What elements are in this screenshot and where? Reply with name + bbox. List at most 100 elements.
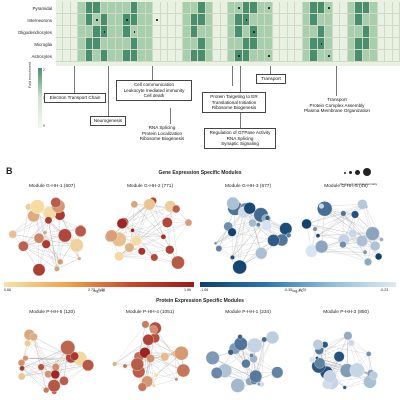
connector-line — [108, 66, 109, 116]
annotation-text: Cell death — [143, 93, 165, 99]
heatmap-cell — [108, 2, 116, 14]
degree-dot-small — [344, 172, 346, 174]
heatmap-cell — [138, 26, 146, 38]
network-node — [176, 363, 190, 378]
heatmap-cell — [280, 2, 288, 14]
network-edge — [156, 353, 176, 376]
network-edge — [21, 220, 49, 246]
heatmap-cell — [70, 38, 79, 50]
heatmap-cell — [392, 14, 400, 26]
heatmap-cell — [265, 14, 273, 26]
network-edge — [232, 228, 286, 258]
heatmap-cell — [123, 38, 131, 50]
network-node — [364, 258, 372, 266]
network-edge — [33, 336, 56, 375]
heatmap-cell — [310, 2, 318, 14]
network-edge — [255, 337, 273, 377]
significance-dot — [103, 31, 106, 33]
network-node — [227, 227, 237, 237]
scale-min-g-hh-5: -0.70 — [298, 288, 307, 292]
heatmap-cell — [190, 14, 199, 26]
significance-dot — [238, 55, 240, 57]
heatmap-cell — [370, 38, 378, 50]
significance-dot — [268, 7, 270, 9]
annotation-transport: Transport — [256, 74, 286, 84]
network-node — [213, 241, 218, 245]
heatmap-cell — [160, 50, 169, 62]
network-edge — [21, 362, 55, 386]
network-edge — [240, 343, 278, 373]
heatmap-cell — [355, 26, 363, 38]
heatmap-cell — [153, 50, 161, 62]
heatmap-cell — [332, 50, 341, 62]
heatmap-cell — [220, 14, 228, 26]
heatmap-cell — [108, 26, 116, 38]
heatmap-cell — [168, 50, 176, 62]
network-edge — [232, 224, 259, 258]
module-title-p-hh-1: Module P-HH-1 (234) — [225, 310, 271, 315]
heatmap-cell — [160, 38, 169, 50]
network-node — [265, 331, 279, 345]
heatmap-cell — [198, 38, 206, 50]
heatmap-cell — [310, 38, 318, 50]
panel-a-heatmap: Pyramidal Interneurons Oligodendrocytes … — [0, 0, 400, 166]
heatmap-cell — [213, 26, 221, 38]
network-edge — [111, 206, 171, 236]
heatmap-cell — [280, 26, 288, 38]
network-node — [116, 218, 128, 229]
scale-bar-warm: 0.66 2.73 0.38 1.96 log₂FC — [4, 282, 194, 293]
annotation-text: Transport — [327, 97, 347, 102]
network-edge — [261, 339, 265, 385]
network-edge — [138, 356, 177, 380]
annotation-text: Translational Initiation — [211, 99, 257, 105]
degree-legend-label: Degree of network centrality — [340, 182, 378, 186]
heatmap-cell — [355, 50, 363, 62]
heatmap-cell — [250, 2, 258, 14]
row-label-pyramidal: Pyramidal — [32, 6, 52, 11]
network-edge — [132, 230, 170, 250]
annotation-text: RNA Splicing — [148, 125, 176, 130]
heatmap-cell — [280, 38, 288, 50]
heatmap-cell — [257, 26, 266, 38]
network-node — [54, 265, 60, 272]
network-node — [230, 378, 245, 393]
row-label-microglia: Microglia — [34, 42, 52, 47]
module-title-g-hh-5: Module G-HH-5 (49) — [324, 184, 368, 189]
heatmap-cell — [295, 50, 303, 62]
heatmap-cell — [145, 26, 154, 38]
significance-dot — [238, 7, 240, 9]
annotation-text: Synaptic Signaling — [221, 141, 259, 147]
network-p-hh-1 — [200, 316, 296, 400]
heatmap-cell — [70, 50, 79, 62]
heatmap-cell — [332, 38, 341, 50]
network-node — [256, 222, 261, 227]
heatmap-cell — [183, 14, 191, 26]
network-node — [142, 334, 154, 346]
network-edge — [343, 213, 376, 247]
network-edge — [153, 379, 177, 386]
network-edge — [317, 213, 344, 236]
network-node — [248, 218, 257, 228]
network-edge — [56, 215, 60, 269]
network-node — [261, 220, 272, 231]
heatmap-cell — [355, 2, 363, 14]
heatmap-cell — [78, 38, 86, 50]
network-node — [105, 229, 118, 242]
network-node — [162, 217, 173, 228]
network-node — [22, 355, 29, 362]
network-edge — [33, 336, 49, 375]
network-edge — [21, 206, 29, 246]
heatmap-cell — [302, 38, 311, 50]
heatmap-cell — [153, 26, 161, 38]
degree-dot-xlarge — [363, 168, 371, 176]
network-node — [286, 232, 292, 238]
network-edge — [23, 246, 58, 269]
heatmap-cell — [168, 26, 176, 38]
heatmap-cell — [93, 2, 101, 14]
heatmap-cell — [205, 38, 214, 50]
annotation-text: Transport — [261, 76, 281, 81]
network-node — [343, 331, 353, 341]
heatmap-cell — [205, 2, 214, 14]
network-node — [264, 215, 270, 221]
network-edge — [23, 220, 49, 247]
